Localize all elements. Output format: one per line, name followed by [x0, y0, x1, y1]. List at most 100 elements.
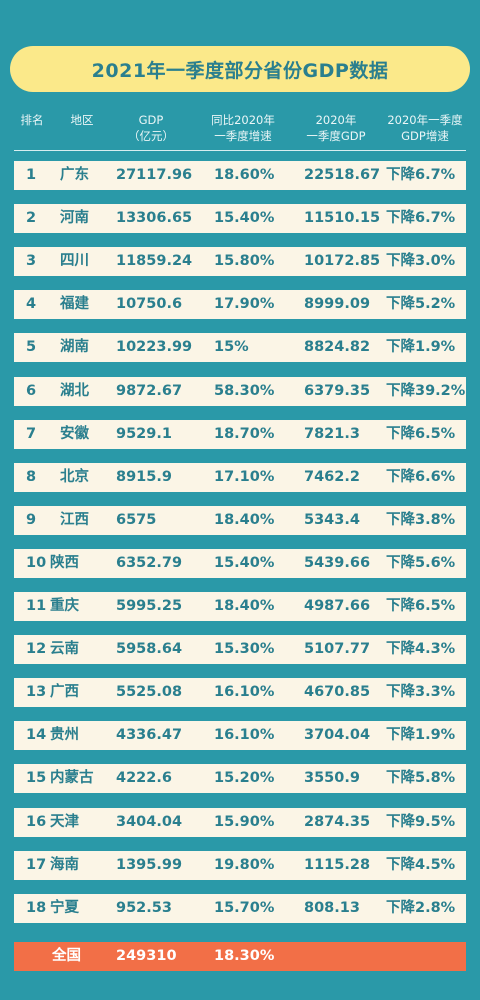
change2020-cell: 下降5.2% — [386, 296, 456, 313]
gdp2020-cell: 10172.85 — [304, 253, 381, 270]
table-row: 16 天津 3404.04 15.90% 2874.35 下降9.5% — [14, 807, 466, 837]
gdp-cell: 10223.99 — [116, 339, 193, 356]
gdp-cell: 3404.04 — [116, 813, 183, 830]
yoy-cell: 15.40% — [214, 210, 275, 227]
gdp-cell: 10750.6 — [116, 296, 183, 313]
gdp-cell: 5995.25 — [116, 598, 183, 614]
gdp2020-cell: 1115.28 — [304, 856, 371, 873]
total-gdp: 249310 — [116, 947, 177, 964]
table-row: 7 安徽 9529.1 18.70% 7821.3 下降6.5% — [14, 419, 466, 449]
yoy-cell: 19.80% — [214, 856, 275, 873]
total-row: 全国 249310 18.30% — [14, 941, 466, 971]
gdp2020-cell: 11510.15 — [304, 210, 381, 227]
region-cell: 湖北 — [60, 382, 89, 399]
change2020-cell: 下降1.9% — [386, 339, 456, 356]
gdp2020-cell: 2874.35 — [304, 813, 371, 830]
gdp-cell: 5958.64 — [116, 641, 183, 658]
table-header: 排名 地区 GDP （亿元） 同比2020年 一季度增速 2020年 一季度GD… — [10, 108, 470, 150]
region-cell: 云南 — [50, 641, 79, 658]
table-row: 13 广西 5525.08 16.10% 4670.85 下降3.3% — [14, 678, 466, 708]
total-yoy: 18.30% — [214, 947, 275, 964]
rank-cell: 2 — [26, 210, 37, 227]
change2020-cell: 下降1.9% — [386, 727, 456, 744]
table-row: 12 云南 5958.64 15.30% 5107.77 下降4.3% — [14, 635, 466, 665]
yoy-cell: 15.70% — [214, 899, 275, 916]
gdp2020-cell: 22518.67 — [304, 167, 381, 183]
rank-cell: 8 — [26, 468, 37, 485]
change2020-cell: 下降3.3% — [386, 684, 456, 701]
rank-cell: 6 — [26, 382, 37, 399]
table-row: 9 江西 6575 18.40% 5343.4 下降3.8% — [14, 505, 466, 535]
yoy-cell: 17.90% — [214, 296, 275, 313]
gdp-cell: 5525.08 — [116, 684, 183, 701]
rank-cell: 17 — [26, 856, 47, 873]
gdp2020-cell: 3704.04 — [304, 727, 371, 744]
header-rank: 排名 — [20, 113, 44, 127]
rank-cell: 9 — [26, 511, 37, 528]
gdp-cell: 8915.9 — [116, 468, 172, 485]
table-row: 3 四川 11859.24 15.80% 10172.85 下降3.0% — [14, 247, 466, 277]
gdp2020-cell: 8824.82 — [304, 339, 371, 356]
table-row: 1 广东 27117.96 18.60% 22518.67 下降6.7% — [14, 161, 466, 190]
gdp-cell: 13306.65 — [116, 210, 193, 227]
change2020-cell: 下降6.5% — [386, 425, 456, 442]
change2020-cell: 下降39.2% — [386, 382, 466, 399]
gdp2020-cell: 6379.35 — [304, 382, 371, 399]
table-row: 15 内蒙古 4222.6 15.20% 3550.9 下降5.8% — [14, 764, 466, 794]
region-cell: 陕西 — [50, 554, 79, 571]
rank-cell: 5 — [26, 339, 37, 356]
rank-cell: 13 — [26, 684, 47, 701]
region-cell: 四川 — [60, 253, 89, 270]
gdp2020-cell: 4987.66 — [304, 598, 371, 614]
rank-cell: 18 — [26, 899, 47, 916]
header-region: 地区 — [70, 113, 94, 127]
rank-cell: 1 — [26, 167, 37, 183]
rank-cell: 4 — [26, 296, 37, 313]
region-cell: 河南 — [60, 210, 89, 227]
yoy-cell: 18.40% — [214, 511, 275, 528]
yoy-cell: 16.10% — [214, 727, 275, 744]
yoy-cell: 17.10% — [214, 468, 275, 485]
change2020-cell: 下降6.7% — [386, 210, 456, 227]
rank-cell: 7 — [26, 425, 37, 442]
change2020-cell: 下降4.5% — [386, 856, 456, 873]
gdp-cell: 11859.24 — [116, 253, 193, 270]
rank-cell: 11 — [26, 598, 47, 614]
table-row: 8 北京 8915.9 17.10% 7462.2 下降6.6% — [14, 462, 466, 492]
rank-cell: 12 — [26, 641, 47, 658]
region-cell: 福建 — [60, 296, 89, 313]
change2020-cell: 下降3.0% — [386, 253, 456, 270]
yoy-cell: 18.70% — [214, 425, 275, 442]
table-row: 17 海南 1395.99 19.80% 1115.28 下降4.5% — [14, 850, 466, 880]
change2020-cell: 下降3.8% — [386, 511, 456, 528]
region-cell: 湖南 — [60, 339, 89, 356]
total-region: 全国 — [52, 947, 81, 964]
yoy-cell: 15% — [214, 339, 249, 356]
gdp2020-cell: 3550.9 — [304, 770, 360, 787]
region-cell: 宁夏 — [50, 899, 79, 916]
rank-cell: 15 — [26, 770, 47, 787]
gdp2020-cell: 4670.85 — [304, 684, 371, 701]
table-row: 2 河南 13306.65 15.40% 11510.15 下降6.7% — [14, 204, 466, 234]
change2020-cell: 下降6.7% — [386, 167, 456, 183]
region-cell: 广西 — [50, 684, 79, 701]
region-cell: 江西 — [60, 511, 89, 528]
gdp-cell: 27117.96 — [116, 167, 193, 183]
header-gdp2020: 2020年 一季度GDP — [306, 113, 366, 143]
yoy-cell: 15.30% — [214, 641, 275, 658]
gdp-cell: 4336.47 — [116, 727, 183, 744]
change2020-cell: 下降2.8% — [386, 899, 456, 916]
table-row: 18 宁夏 952.53 15.70% 808.13 下降2.8% — [14, 893, 466, 923]
change2020-cell: 下降4.3% — [386, 641, 456, 658]
region-cell: 贵州 — [50, 727, 79, 744]
yoy-cell: 15.90% — [214, 813, 275, 830]
gdp-cell: 1395.99 — [116, 856, 183, 873]
region-cell: 安徽 — [60, 425, 89, 442]
region-cell: 北京 — [60, 468, 89, 485]
gdp-cell: 6575 — [116, 511, 157, 528]
gdp2020-cell: 7821.3 — [304, 425, 360, 442]
page-title: 2021年一季度部分省份GDP数据 — [10, 46, 470, 92]
table-row: 11 重庆 5995.25 18.40% 4987.66 下降6.5% — [14, 592, 466, 621]
region-cell: 重庆 — [50, 598, 79, 614]
rank-cell: 3 — [26, 253, 37, 270]
